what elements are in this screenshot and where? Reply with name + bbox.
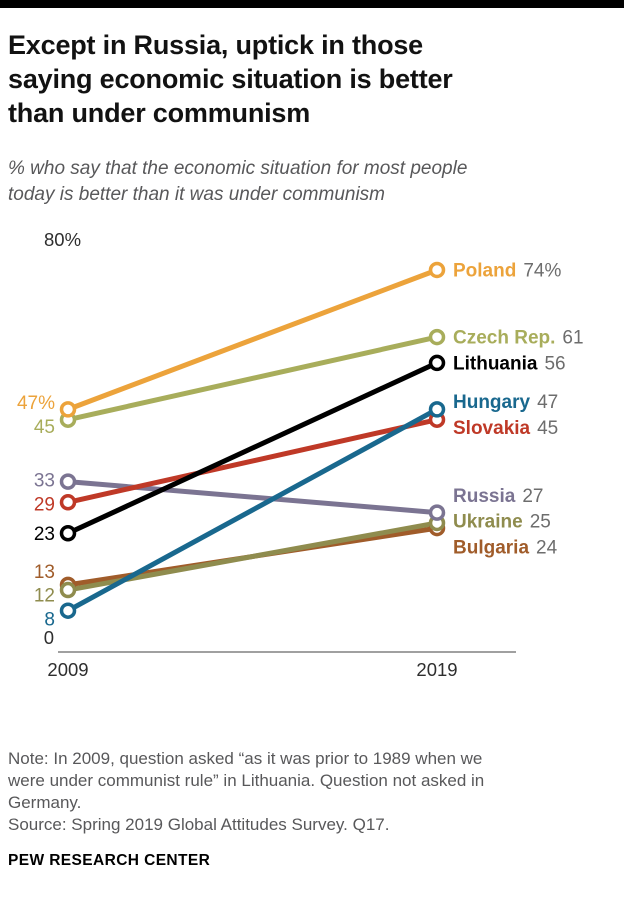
y-axis-top-label: 80% <box>44 229 81 250</box>
slope-chart: 80% 0 2009 2019 47% 45 33 29 23 13 12 8 Poland 74% Cze… <box>17 229 584 680</box>
note-line: Note: In 2009, question asked “as it was… <box>8 749 483 768</box>
title-line: than under communism <box>8 98 311 128</box>
data-point <box>428 354 446 372</box>
left-value-label: 45 <box>34 417 55 438</box>
right-series-label: Lithuania 56 <box>453 353 566 374</box>
data-point <box>59 401 77 418</box>
series-line <box>66 407 439 613</box>
left-value-label: 8 <box>44 610 55 631</box>
chart-note: Note: In 2009, question asked “as it was… <box>8 748 612 836</box>
y-axis-bottom-label: 0 <box>44 627 54 648</box>
right-series-label: Slovakia 45 <box>453 418 558 439</box>
chart-subtitle: % who say that the economic situation fo… <box>8 156 612 208</box>
chart-footer: Note: In 2009, question asked “as it was… <box>0 748 624 870</box>
data-point <box>59 581 77 599</box>
left-value-label: 12 <box>34 586 55 607</box>
chart-area: 80% 0 2009 2019 47% 45 33 29 23 13 12 8 Poland 74% Cze… <box>0 218 624 693</box>
source-line: Source: Spring 2019 Global Attitudes Sur… <box>8 815 390 834</box>
right-series-label: Poland 74% <box>453 260 561 281</box>
subtitle-line: % who say that the economic situation fo… <box>8 158 468 179</box>
data-point <box>59 473 77 490</box>
top-accent-bar <box>0 0 624 8</box>
data-point <box>428 328 446 346</box>
series-line <box>66 360 439 536</box>
note-line: Germany. <box>8 793 82 812</box>
data-point <box>428 401 446 418</box>
data-point <box>59 602 77 619</box>
series-line <box>67 417 438 505</box>
left-value-label: 29 <box>34 494 55 515</box>
right-series-label: Bulgaria 24 <box>453 538 558 559</box>
right-series-label: Ukraine 25 <box>453 512 551 533</box>
note-line: were under communist rule” in Lithuania.… <box>8 771 485 790</box>
data-point <box>59 525 77 542</box>
right-series-label: Hungary 47 <box>453 392 558 413</box>
left-value-label: 47% <box>17 393 55 414</box>
series-line <box>67 334 438 423</box>
right-series-label: Czech Rep. 61 <box>453 327 584 348</box>
left-value-label: 33 <box>34 470 55 491</box>
data-point <box>428 261 446 279</box>
data-point <box>59 494 77 511</box>
left-value-label: 13 <box>34 562 55 583</box>
title-line: saying economic situation is better <box>8 64 453 94</box>
right-series-label: Russia 27 <box>453 486 543 507</box>
title-line: Except in Russia, uptick in those <box>8 30 423 60</box>
x-tick-label: 2019 <box>416 659 457 680</box>
chart-header: Except in Russia, uptick in those saying… <box>0 8 624 208</box>
series-line <box>67 267 438 412</box>
pew-brand: PEW RESEARCH CENTER <box>8 852 211 869</box>
data-point <box>428 504 446 521</box>
x-tick-label: 2009 <box>47 659 88 680</box>
subtitle-line: today is better than it was under commun… <box>8 184 386 205</box>
left-value-label: 23 <box>34 524 55 545</box>
chart-title: Except in Russia, uptick in those saying… <box>8 28 612 130</box>
